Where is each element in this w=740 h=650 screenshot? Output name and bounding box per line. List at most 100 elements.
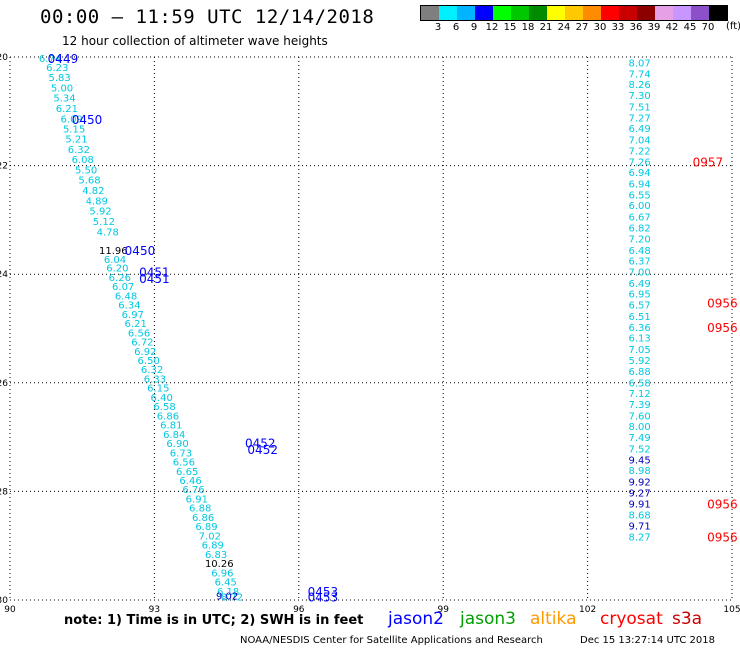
legend-swatch-12 bbox=[637, 6, 655, 20]
legend-label: 42 bbox=[665, 22, 679, 33]
swh-value-east: 6.67 bbox=[629, 213, 651, 224]
swh-value-west: 5.34 bbox=[53, 94, 75, 105]
swh-value-west: 9.02 bbox=[216, 592, 238, 603]
legend-swatch-6 bbox=[529, 6, 547, 20]
swh-value-east: 8.27 bbox=[629, 532, 651, 543]
swh-value-east: 7.52 bbox=[629, 445, 651, 456]
satellite-jason3: jason3 bbox=[460, 609, 516, 629]
swh-value-east: 7.51 bbox=[629, 102, 651, 113]
swh-value-west: 4.89 bbox=[86, 196, 108, 207]
y-tick-label: -26 bbox=[0, 379, 8, 389]
legend-label: 21 bbox=[539, 22, 553, 33]
swh-value-east: 6.36 bbox=[629, 323, 651, 334]
y-tick-label: -22 bbox=[0, 162, 8, 172]
swh-value-west: 5.00 bbox=[51, 83, 73, 94]
satellite-altika: altika bbox=[530, 609, 577, 629]
legend-label: 3 bbox=[434, 22, 442, 33]
swh-value-west: 4.78 bbox=[97, 227, 119, 238]
swh-value-east: 6.00 bbox=[629, 201, 651, 212]
legend-label: 6 bbox=[452, 22, 460, 33]
swh-value-east: 6.37 bbox=[629, 257, 651, 268]
swh-value-west: 6.46 bbox=[179, 476, 201, 487]
swh-value-east: 6.49 bbox=[629, 279, 651, 290]
x-tick-label: 102 bbox=[579, 605, 596, 615]
swh-value-west: 6.81 bbox=[160, 421, 182, 432]
legend-swatch-5 bbox=[511, 6, 529, 20]
swh-value-east: 9.92 bbox=[629, 478, 651, 489]
swh-value-east: 8.26 bbox=[629, 80, 651, 91]
swh-value-east: 6.82 bbox=[629, 224, 651, 235]
pass-time-label: 0449 bbox=[48, 52, 79, 66]
swh-value-west: 6.72 bbox=[131, 338, 153, 349]
swh-value-east: 6.48 bbox=[629, 246, 651, 257]
legend-swatch-9 bbox=[583, 6, 601, 20]
swh-value-east: 6.49 bbox=[629, 124, 651, 135]
swh-value-east: 7.04 bbox=[629, 136, 651, 147]
swh-value-west: 6.91 bbox=[186, 494, 208, 505]
swh-value-west: 6.56 bbox=[128, 328, 150, 339]
swh-value-east: 7.27 bbox=[629, 113, 651, 124]
swh-value-east: 9.27 bbox=[629, 488, 651, 499]
swh-value-east: 7.39 bbox=[629, 400, 651, 411]
swh-value-east: 7.12 bbox=[629, 389, 651, 400]
legend-swatch-11 bbox=[619, 6, 637, 20]
y-tick-label: -20 bbox=[0, 53, 8, 63]
swh-value-east: 6.55 bbox=[629, 190, 651, 201]
swh-value-west: 6.84 bbox=[163, 430, 185, 441]
legend-swatch-15 bbox=[691, 6, 709, 20]
swh-value-east: 7.49 bbox=[629, 433, 651, 444]
swh-value-west: 5.15 bbox=[63, 125, 85, 136]
x-tick-label: 99 bbox=[437, 605, 449, 615]
swh-value-west: 6.07 bbox=[112, 282, 134, 293]
legend-label: 15 bbox=[503, 22, 517, 33]
legend-swatch-16 bbox=[709, 6, 727, 20]
swh-value-east: 7.05 bbox=[629, 345, 651, 356]
swh-value-west: 11.96 bbox=[99, 246, 128, 257]
legend-swatch-13 bbox=[655, 6, 673, 20]
swh-value-west: 6.65 bbox=[176, 467, 198, 478]
swh-value-west: 6.48 bbox=[115, 291, 137, 302]
pass-time-label: 0453 bbox=[308, 591, 339, 605]
legend-color-bar bbox=[420, 5, 728, 21]
swh-value-west: 6.96 bbox=[211, 568, 233, 579]
legend-unit: (ft) bbox=[726, 21, 740, 32]
swh-value-west: 5.12 bbox=[93, 217, 115, 228]
credit-line: NOAA/NESDIS Center for Satellite Applica… bbox=[240, 635, 543, 646]
swh-value-east: 7.30 bbox=[629, 91, 651, 102]
swh-value-east: 8.68 bbox=[629, 511, 651, 522]
x-tick-label: 96 bbox=[293, 605, 305, 615]
x-tick-label: 93 bbox=[149, 605, 160, 615]
legend-label: 70 bbox=[701, 22, 715, 33]
satellite-s3a: s3a bbox=[672, 609, 703, 629]
legend-swatch-2 bbox=[457, 6, 475, 20]
swh-value-west: 6.73 bbox=[170, 448, 192, 459]
pass-time-label: 0452 bbox=[247, 443, 278, 457]
swh-value-west: 6.08 bbox=[72, 155, 94, 166]
swh-value-west: 6.21 bbox=[125, 319, 147, 330]
legend-swatch-7 bbox=[547, 6, 565, 20]
legend-labels: 3 6 9 12 15 18 21 24 27 30 33 36 39 42 45 70 bbox=[420, 22, 728, 33]
legend-label: 27 bbox=[575, 22, 589, 33]
y-tick-label: -28 bbox=[0, 487, 8, 497]
legend-label: 36 bbox=[629, 22, 643, 33]
swh-value-west: 6.92 bbox=[134, 347, 156, 358]
pass-time-label: 0453 bbox=[308, 585, 339, 599]
x-tick-label: 90 bbox=[4, 605, 16, 615]
pass-time-label: 0956 bbox=[707, 497, 738, 511]
color-legend: 3 6 9 12 15 18 21 24 27 30 33 36 39 42 45 70 (ft) bbox=[420, 5, 740, 33]
pass-time-label: 0957 bbox=[693, 155, 724, 169]
swh-value-east: 6.51 bbox=[629, 312, 651, 323]
pass-time-label: 0451 bbox=[139, 265, 170, 279]
pass-time-label: 0451 bbox=[139, 272, 170, 286]
swh-value-west: 6.34 bbox=[118, 301, 140, 312]
chart-subtitle: 12 hour collection of altimeter wave hei… bbox=[62, 34, 328, 48]
legend-swatch-10 bbox=[601, 6, 619, 20]
pass-time-label: 0450 bbox=[125, 244, 156, 258]
swh-value-west: 6.58 bbox=[153, 402, 175, 413]
legend-label: 12 bbox=[485, 22, 499, 33]
legend-swatch-3 bbox=[475, 6, 493, 20]
swh-value-east: 6.88 bbox=[629, 367, 651, 378]
swh-value-east: 8.07 bbox=[629, 58, 651, 69]
swh-value-east: 8.98 bbox=[629, 466, 651, 477]
swh-value-west: 6.89 bbox=[195, 522, 217, 533]
